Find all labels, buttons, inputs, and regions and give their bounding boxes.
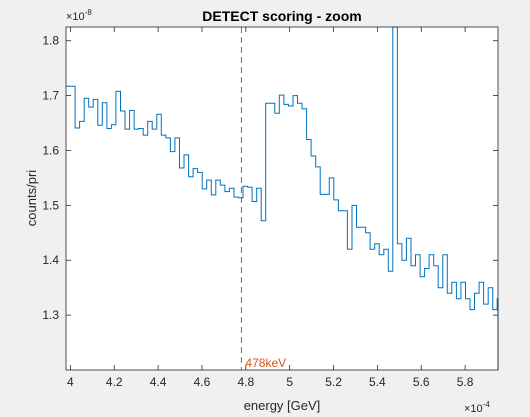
- x-tick-label: 5.8: [457, 375, 474, 389]
- x-tick-labels: 4 4.2 4.4 4.6 4.8 5 5.2 5.4 5.6 5.8: [67, 375, 474, 389]
- x-tick-label: 4.6: [194, 375, 211, 389]
- y-tick-label: 1.8: [42, 34, 59, 48]
- x-tick-label: 5.2: [325, 375, 342, 389]
- y-tick-label: 1.4: [42, 253, 59, 267]
- y-tick-label: 1.5: [42, 198, 59, 212]
- axes-box: [65, 26, 499, 371]
- reference-line-label: 478keV: [245, 356, 286, 370]
- plot-area: [66, 27, 498, 370]
- y-tick-label: 1.3: [42, 308, 59, 322]
- y-tick-labels: 1.3 1.4 1.5 1.6 1.7 1.8: [42, 34, 59, 322]
- series-line: [66, 26, 499, 370]
- x-tick-label: 5: [286, 375, 293, 389]
- x-axis-label: energy [GeV]: [244, 398, 321, 413]
- axis-ticks: [66, 27, 498, 370]
- x-tick-label: 4: [67, 375, 74, 389]
- x-exponent: ×10-4: [464, 400, 490, 415]
- x-tick-label: 4.4: [150, 375, 167, 389]
- x-tick-label: 5.4: [369, 375, 386, 389]
- y-exponent: ×10-8: [66, 8, 92, 23]
- chart-title: DETECT scoring - zoom: [202, 8, 361, 24]
- x-tick-label: 4.8: [237, 375, 254, 389]
- reference-line-group: 478keV: [240, 27, 286, 370]
- x-tick-label: 5.6: [413, 375, 430, 389]
- y-axis-label: counts/pri: [24, 170, 39, 226]
- y-tick-label: 1.6: [42, 143, 59, 157]
- x-tick-label: 4.2: [106, 375, 123, 389]
- y-tick-label: 1.7: [42, 89, 59, 103]
